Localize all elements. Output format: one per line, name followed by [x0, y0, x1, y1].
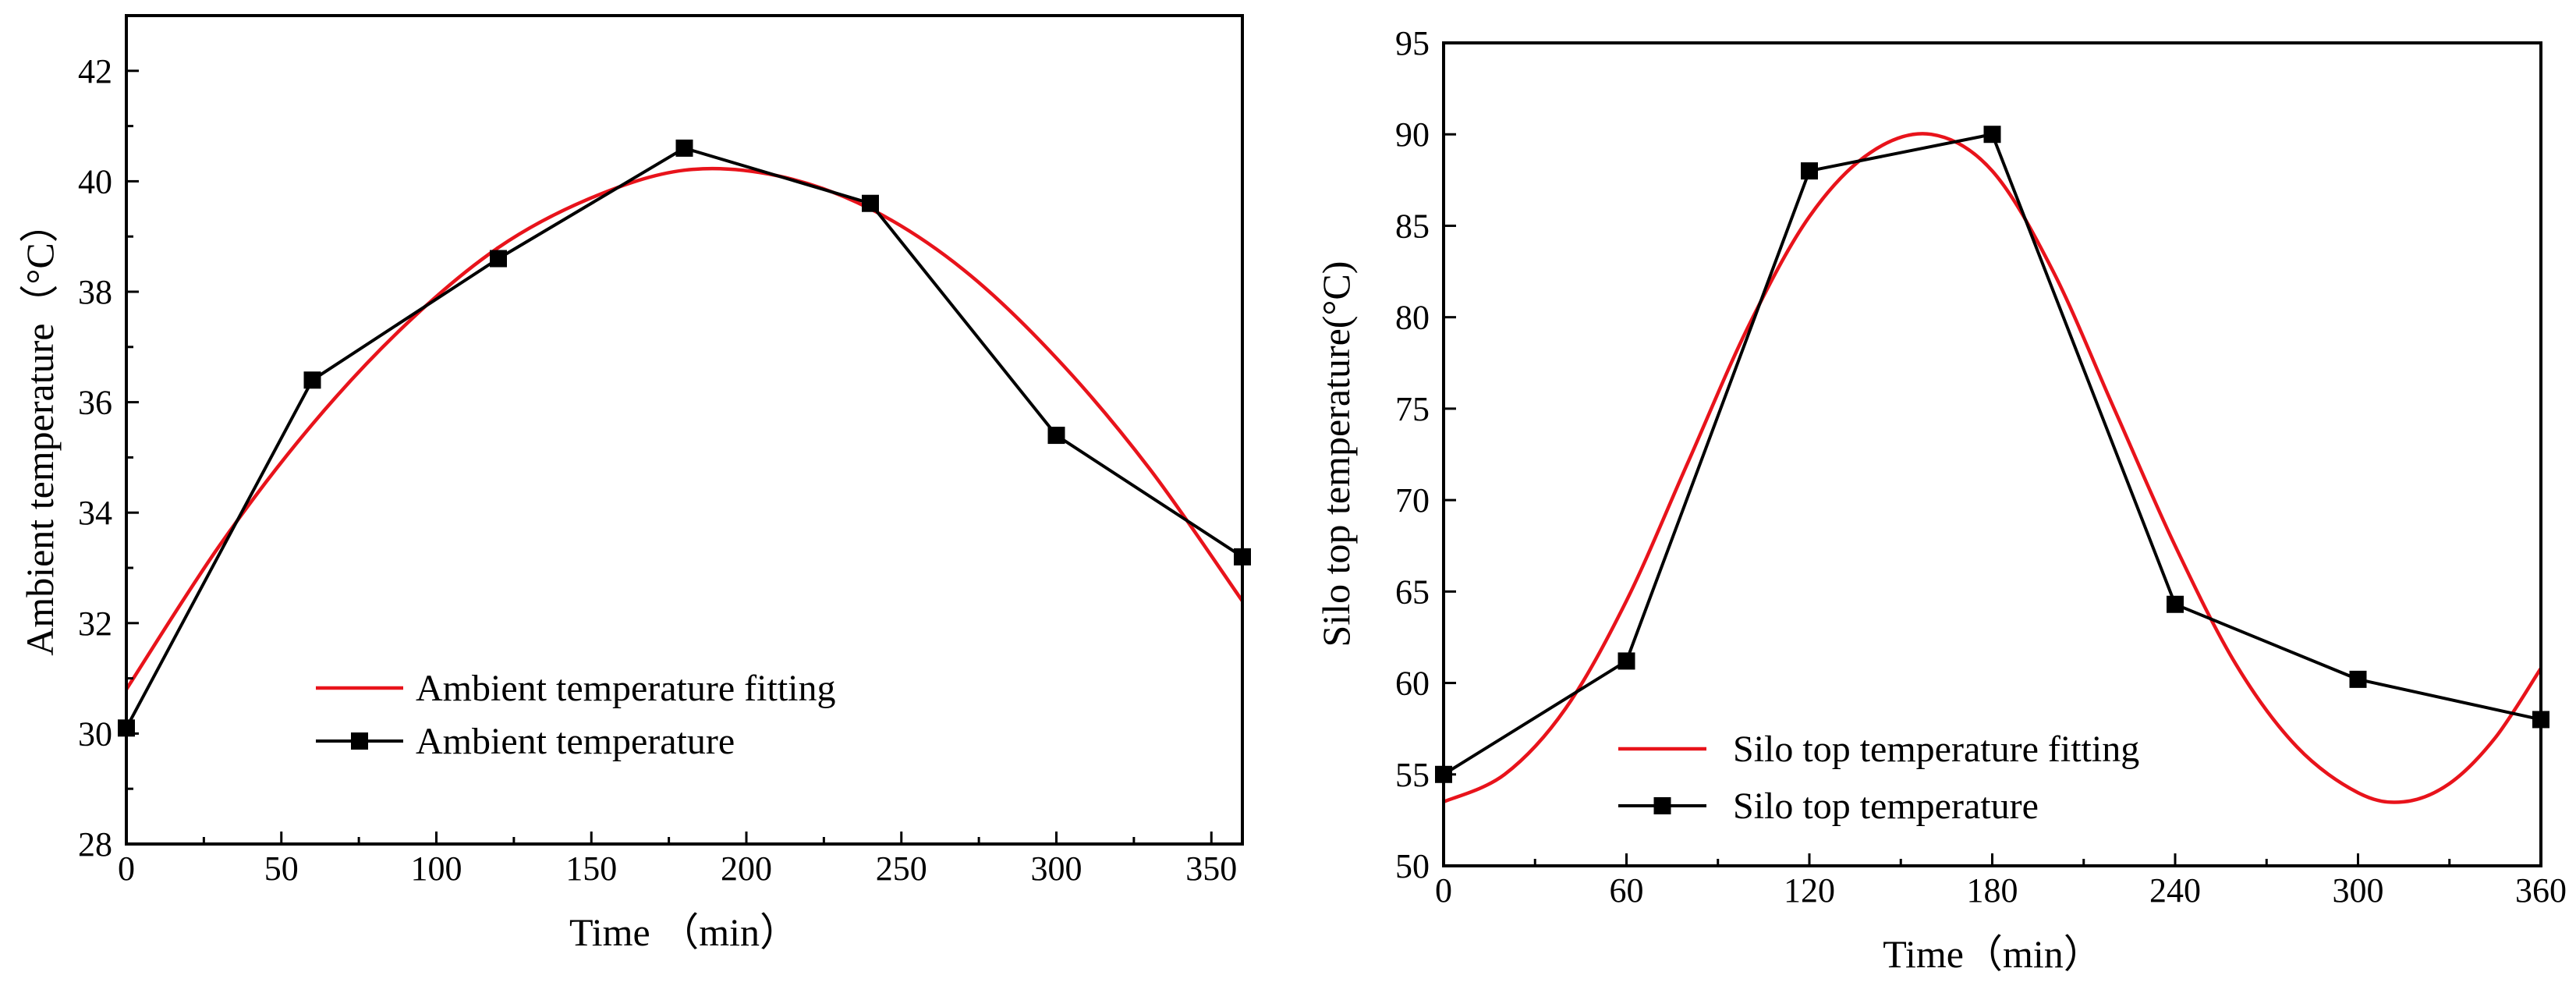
x-tick-label: 50 [264, 849, 299, 888]
y-tick-label: 90 [1395, 115, 1430, 154]
y-tick-label: 40 [78, 162, 112, 200]
x-axis-title: Time（min） [1883, 932, 2103, 976]
data-point-marker [1618, 652, 1635, 670]
fitting-curve [125, 166, 1244, 691]
y-tick-label: 36 [78, 384, 112, 422]
y-tick-label: 80 [1395, 299, 1430, 337]
x-tick-label: 100 [411, 849, 462, 888]
x-tick-label: 0 [1435, 871, 1452, 910]
legend: Silo top temperature fitting Silo top te… [1618, 729, 2139, 827]
y-tick-label: 34 [78, 494, 112, 532]
y-tick-label: 85 [1395, 207, 1430, 245]
measured-line [1442, 132, 2542, 776]
data-point-marker [675, 139, 693, 157]
x-tick-label: 0 [118, 849, 135, 888]
x-tick-label: 120 [1784, 871, 1835, 910]
data-point-marker [862, 194, 879, 212]
legend-fitting-label: Silo top temperature fitting [1733, 729, 2139, 770]
y-tick-label: 28 [78, 825, 112, 864]
x-tick-label: 300 [1031, 849, 1082, 888]
x-tick-label: 240 [2149, 871, 2201, 910]
y-tick-label: 60 [1395, 665, 1430, 703]
data-point-marker [490, 250, 507, 268]
legend-measured-marker [1653, 797, 1671, 814]
legend: Ambient temperature fitting Ambient temp… [316, 668, 836, 762]
y-tick-label: 30 [78, 715, 112, 753]
y-tick-label: 42 [78, 52, 112, 90]
plot-frame [125, 14, 1244, 846]
data-point-marker [2349, 670, 2367, 688]
y-tick-label: 65 [1395, 573, 1430, 611]
x-tick-label: 360 [2515, 871, 2567, 910]
y-tick-label: 75 [1395, 390, 1430, 428]
legend-measured-label: Silo top temperature [1733, 786, 2039, 827]
y-tick-label: 70 [1395, 481, 1430, 520]
x-tick-label: 200 [721, 849, 772, 888]
legend-measured-label: Ambient temperature [416, 721, 735, 762]
x-axis-title: Time （min） [569, 910, 799, 954]
y-axis-title: Silo top temperature(°C) [1314, 261, 1358, 647]
measured-line [125, 146, 1244, 729]
y-axis-title: Ambient temperature（°C） [18, 204, 62, 656]
silo-top-temperature-chart: 0 60 120 180 240 300 360 50 55 60 65 70 75 80 85 90 95 T… [1314, 24, 2567, 976]
x-tick-label: 250 [876, 849, 927, 888]
x-tick-label: 300 [2333, 871, 2384, 910]
y-tick-label: 95 [1395, 24, 1430, 62]
y-tick-label: 50 [1395, 847, 1430, 885]
data-point-marker [303, 371, 321, 389]
y-tick-label: 55 [1395, 756, 1430, 794]
data-point-marker [1983, 126, 2001, 144]
legend-measured-marker [351, 732, 368, 750]
x-tick-label: 150 [565, 849, 617, 888]
fitting-curve [1443, 132, 2542, 804]
y-tick-label: 32 [78, 605, 112, 643]
x-tick-label: 60 [1610, 871, 1644, 910]
x-tick-label: 350 [1185, 849, 1237, 888]
x-tick-label: 180 [1967, 871, 2018, 910]
ambient-temperature-chart: 0 50 100 150 200 250 300 350 28 30 32 34 36 38 40 42 Ti… [18, 14, 1251, 954]
data-point-marker [2167, 595, 2184, 613]
y-tick-label: 38 [78, 273, 112, 311]
data-point-marker [1047, 427, 1065, 445]
data-point-marker [1801, 162, 1818, 180]
legend-fitting-label: Ambient temperature fitting [416, 668, 836, 709]
